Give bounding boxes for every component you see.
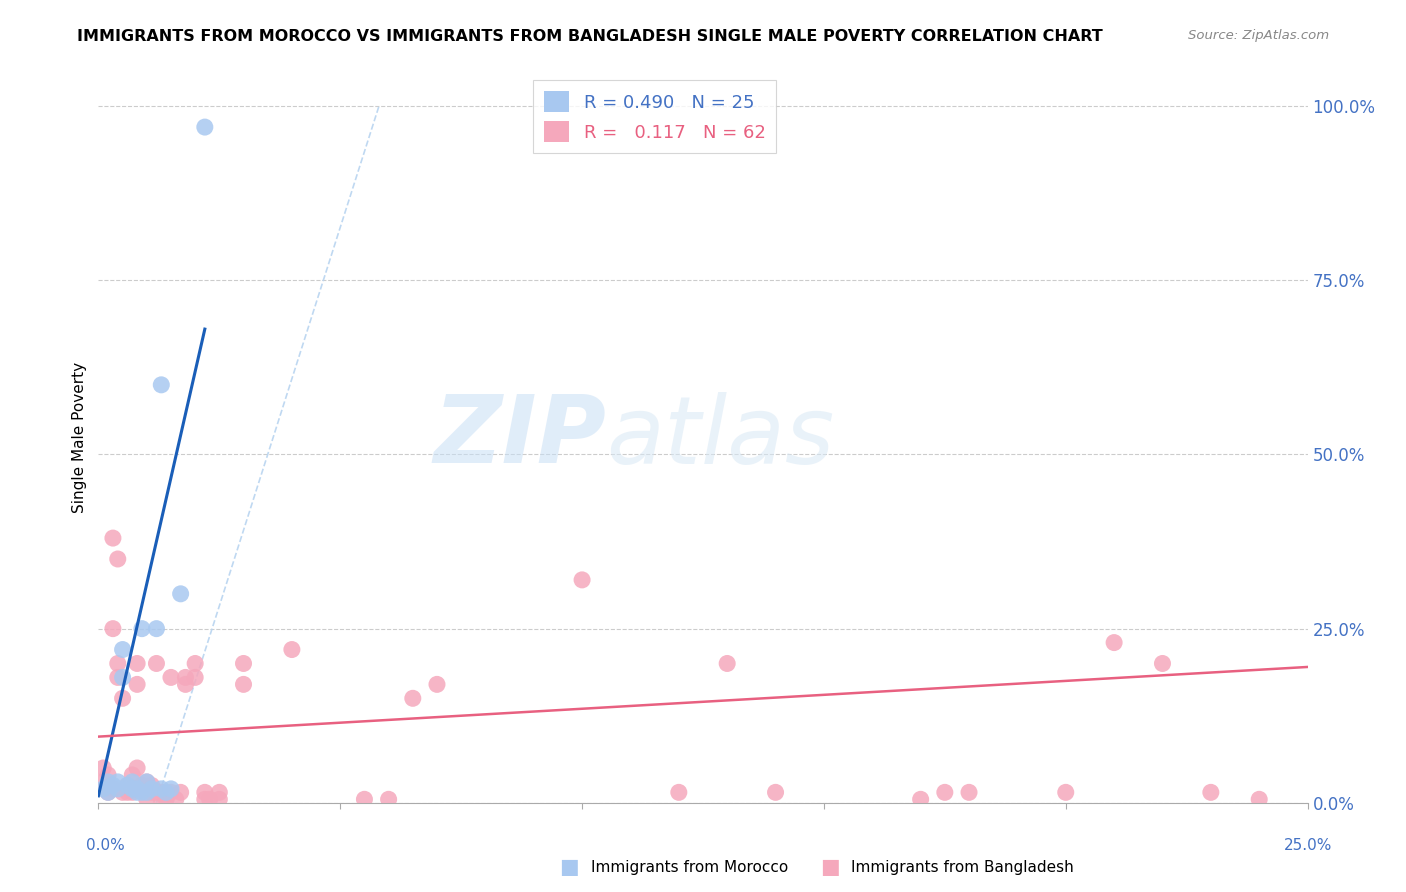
Text: ZIP: ZIP [433,391,606,483]
Point [281,642,304,657]
Point [101,781,124,796]
Point [91,781,114,796]
Point [716,657,738,671]
Point [145,657,167,671]
Point [107,657,129,671]
Point [571,573,593,587]
Point [127,785,149,799]
Point [111,691,134,706]
Point [127,677,149,691]
Point [184,670,207,684]
Point [668,785,690,799]
Point [141,785,163,799]
Point [111,670,134,684]
Text: atlas: atlas [606,392,835,483]
Point [1199,785,1222,799]
Point [97,785,120,799]
Point [127,781,149,796]
Point [127,761,149,775]
Point [957,785,980,799]
Point [107,781,129,796]
Point [101,778,124,792]
Point [910,792,932,806]
Point [169,785,191,799]
Point [111,642,134,657]
Point [127,657,149,671]
Point [131,622,153,636]
Point [155,785,177,799]
Point [131,785,153,799]
Point [1249,792,1271,806]
Text: Source: ZipAtlas.com: Source: ZipAtlas.com [1188,29,1329,43]
Point [232,657,254,671]
Point [111,785,134,799]
Point [150,792,173,806]
Legend: R = 0.490   N = 25, R =   0.117   N = 62: R = 0.490 N = 25, R = 0.117 N = 62 [533,80,776,153]
Point [208,792,231,806]
Point [232,677,254,691]
Point [107,775,129,789]
Point [97,785,120,799]
Text: 25.0%: 25.0% [1284,838,1331,853]
Y-axis label: Single Male Poverty: Single Male Poverty [72,361,87,513]
Point [121,785,143,799]
Point [97,775,120,789]
Point [131,778,153,792]
Point [402,691,425,706]
Point [135,775,157,789]
Point [208,785,231,799]
Point [131,778,153,792]
Point [160,670,183,684]
Point [150,377,173,392]
Point [1054,785,1077,799]
Point [198,792,221,806]
Point [117,778,139,792]
Point [169,587,191,601]
Point [426,677,449,691]
Point [121,781,143,796]
Point [91,761,114,775]
Point [107,670,129,684]
Point [765,785,787,799]
Point [160,785,183,799]
Point [377,792,399,806]
Text: Immigrants from Bangladesh: Immigrants from Bangladesh [851,860,1073,874]
Point [107,552,129,566]
Point [117,785,139,799]
Point [165,792,187,806]
Point [1102,635,1125,649]
Point [121,768,143,782]
Point [101,531,124,545]
Text: ■: ■ [820,857,839,877]
Text: ■: ■ [560,857,579,877]
Point [194,120,217,134]
Point [141,778,163,792]
Point [135,775,157,789]
Text: Immigrants from Morocco: Immigrants from Morocco [591,860,787,874]
Point [174,677,197,691]
Point [91,775,114,789]
Text: IMMIGRANTS FROM MOROCCO VS IMMIGRANTS FROM BANGLADESH SINGLE MALE POVERTY CORREL: IMMIGRANTS FROM MOROCCO VS IMMIGRANTS FR… [77,29,1104,45]
Point [155,792,177,806]
Point [121,775,143,789]
Point [353,792,375,806]
Point [141,781,163,796]
Point [150,781,173,796]
Point [145,785,167,799]
Point [97,768,120,782]
Point [160,781,183,796]
Point [135,792,157,806]
Point [184,657,207,671]
Point [1152,657,1174,671]
Point [174,670,197,684]
Point [150,785,173,799]
Point [101,622,124,636]
Point [135,785,157,799]
Point [934,785,956,799]
Point [194,785,217,799]
Point [194,792,217,806]
Point [117,778,139,792]
Text: 0.0%: 0.0% [86,838,125,853]
Point [145,622,167,636]
